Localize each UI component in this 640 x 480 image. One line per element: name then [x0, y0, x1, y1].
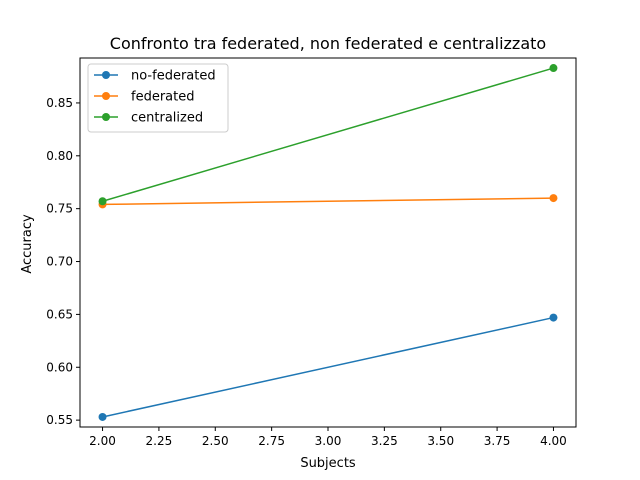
- data-point: [549, 64, 558, 73]
- data-point: [98, 197, 107, 206]
- legend-label: no-federated: [131, 69, 216, 84]
- y-tick-label: 0.80: [46, 149, 73, 163]
- legend-marker: [102, 71, 110, 79]
- y-tick-label: 0.55: [46, 413, 73, 427]
- data-point: [549, 194, 558, 203]
- legend-item-centralized: centralized: [94, 111, 203, 126]
- plot-area: 2.00 2.25 2.50 2.75 3.00 3.25 3.50 3.75 4.00 0.5…: [46, 57, 577, 448]
- series-line: [102, 316, 554, 418]
- x-tick-label: 2.25: [146, 434, 173, 448]
- legend-marker: [102, 92, 110, 100]
- data-point: [549, 313, 558, 322]
- legend-item-federated: federated: [94, 90, 194, 105]
- x-tick-label: 2.00: [89, 434, 116, 448]
- legend-label: federated: [131, 90, 194, 105]
- y-axis: 0.55 0.60 0.65 0.70 0.75 0.80 0.85: [46, 96, 80, 427]
- x-tick-label: 2.75: [258, 434, 285, 448]
- data-point: [98, 412, 107, 421]
- y-tick-label: 0.85: [46, 96, 73, 110]
- legend: no-federated federated centralized: [87, 63, 229, 133]
- y-tick-label: 0.75: [46, 202, 73, 216]
- series-no-federated: [98, 313, 558, 421]
- x-axis-label: Subjects: [300, 456, 356, 471]
- x-tick-label: 3.00: [315, 434, 342, 448]
- x-tick-label: 4.00: [540, 434, 567, 448]
- y-tick-label: 0.65: [46, 307, 73, 321]
- y-axis-label: Accuracy: [20, 214, 35, 274]
- x-axis: 2.00 2.25 2.50 2.75 3.00 3.25 3.50 3.75 4.00: [89, 427, 567, 448]
- x-tick-label: 3.50: [427, 434, 454, 448]
- series-line: [102, 197, 554, 206]
- legend-marker: [102, 113, 110, 121]
- legend-item-no-federated: no-federated: [94, 69, 216, 84]
- x-tick-label: 3.25: [371, 434, 398, 448]
- x-tick-label: 2.50: [202, 434, 229, 448]
- series-line: [102, 67, 554, 202]
- chart-title: Confronto tra federated, non federated e…: [110, 34, 546, 53]
- legend-box: [87, 63, 229, 133]
- series-centralized: [98, 64, 558, 206]
- y-tick-label: 0.70: [46, 255, 73, 269]
- series-layer: [98, 64, 558, 421]
- y-tick-label: 0.60: [46, 360, 73, 374]
- legend-label: centralized: [131, 111, 203, 126]
- x-tick-label: 3.75: [484, 434, 511, 448]
